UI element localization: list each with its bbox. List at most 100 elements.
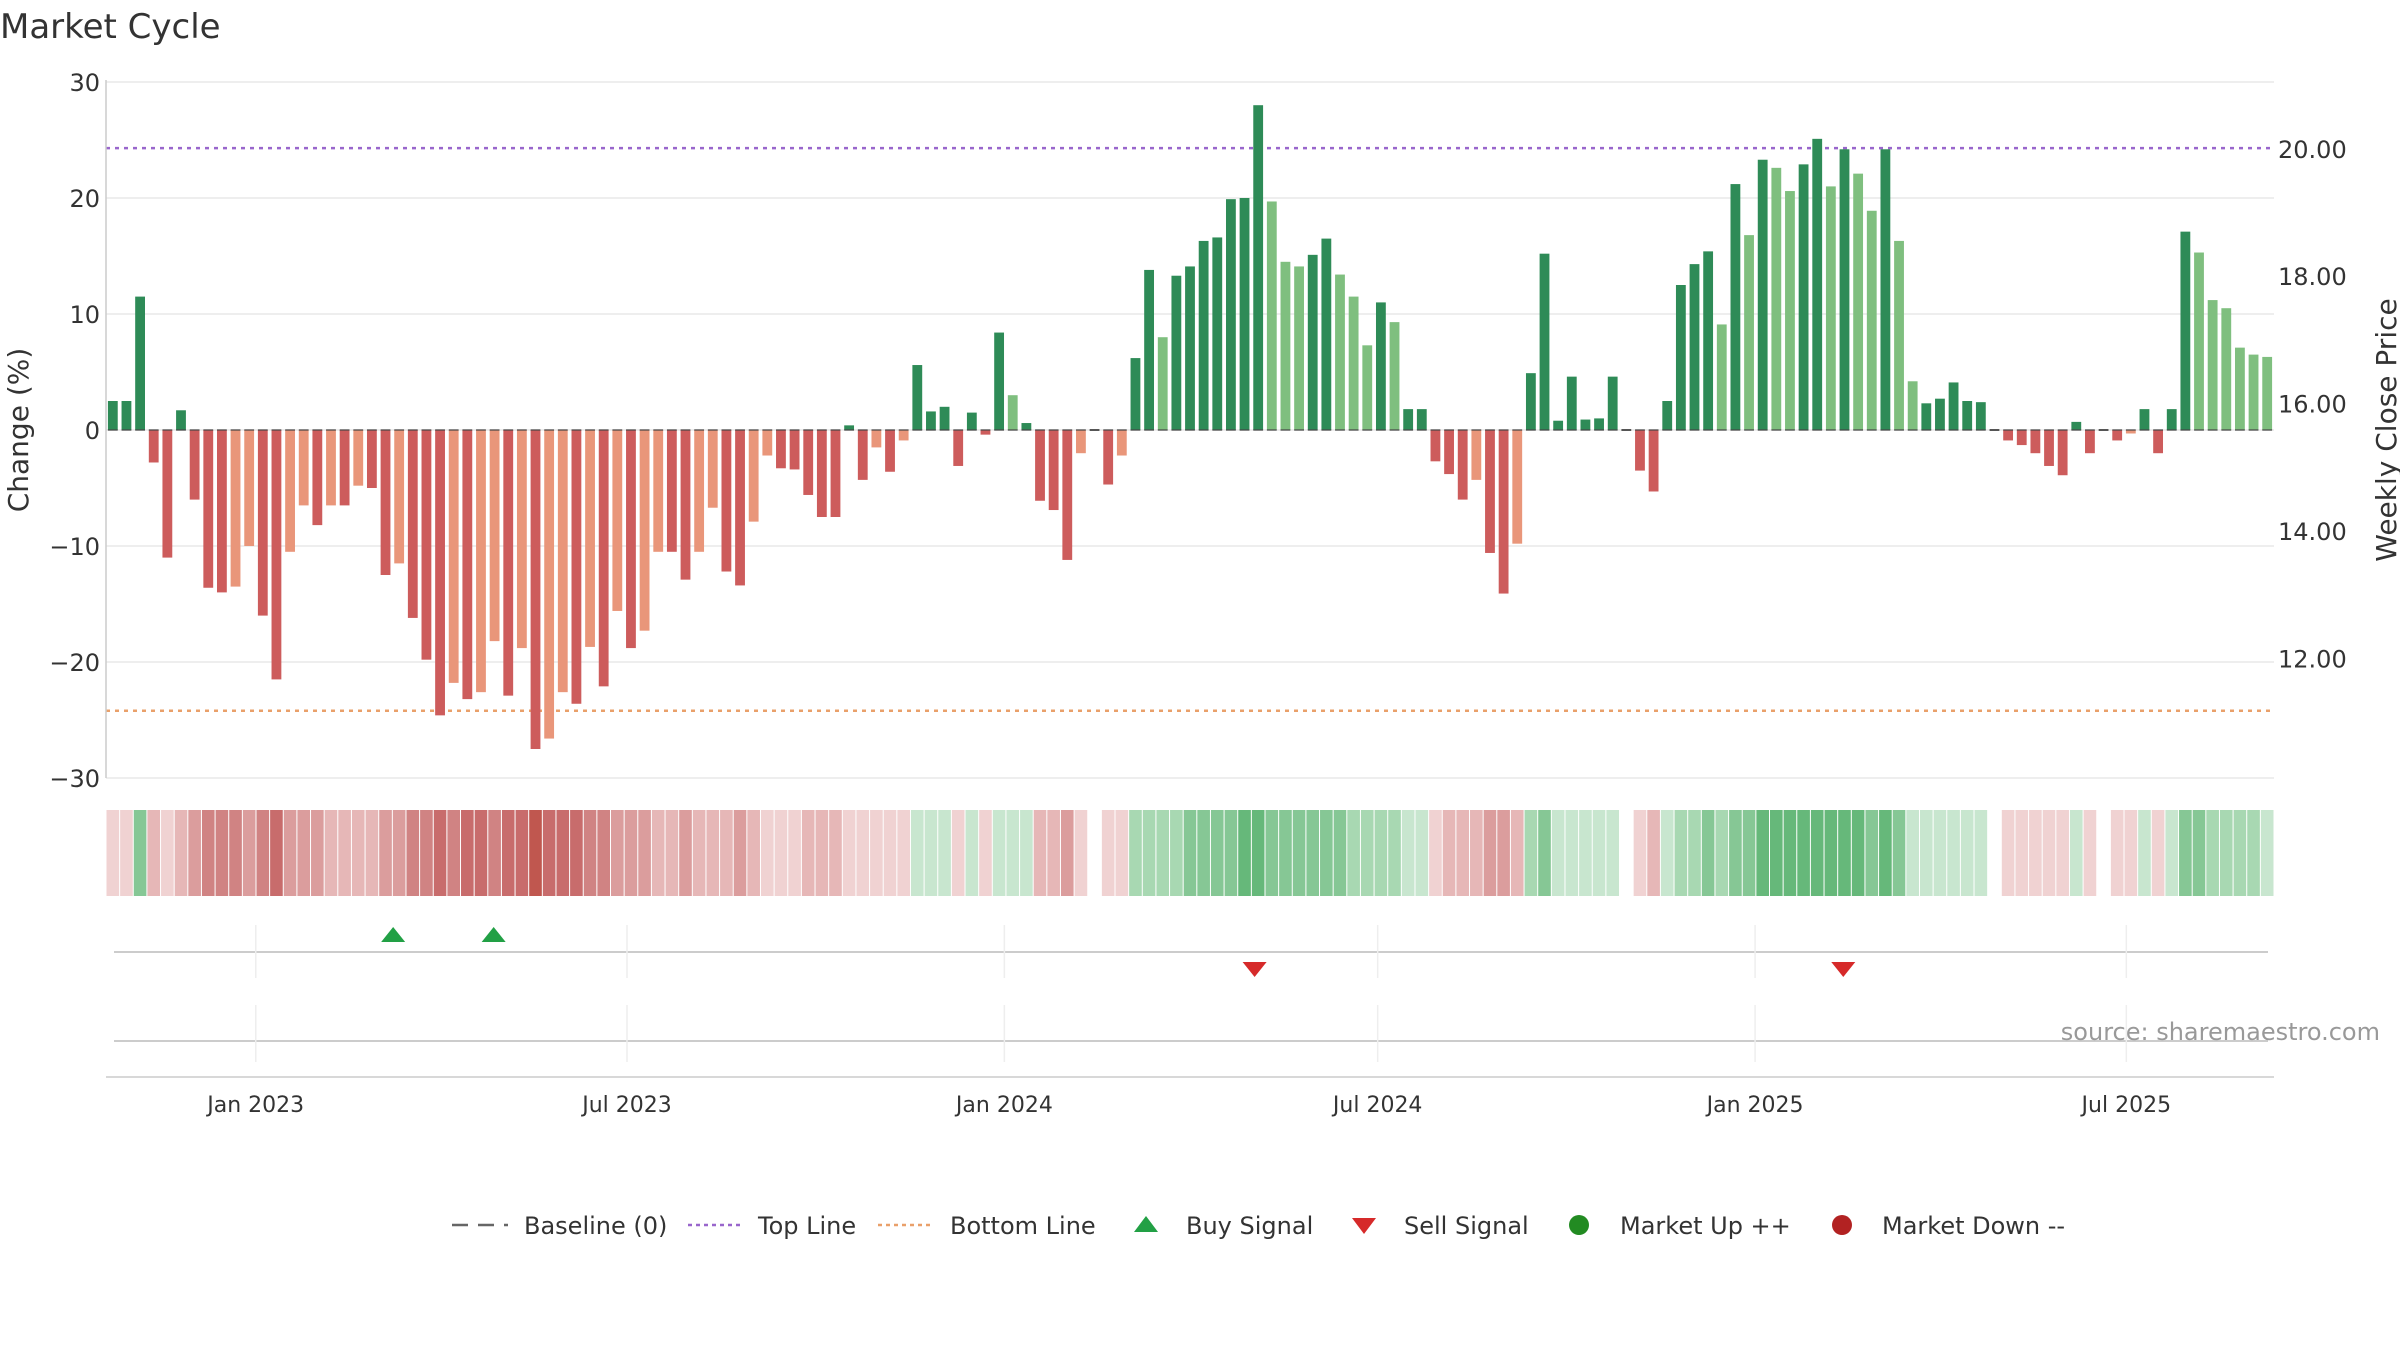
legend-label-top-line: Top Line (757, 1212, 856, 1240)
bar-base (721, 429, 732, 431)
bar-base (189, 429, 200, 431)
bar-base (639, 429, 650, 431)
heat-cell (297, 810, 311, 896)
x-tick-label: Jul 2024 (1331, 1093, 1423, 1118)
bar (2139, 409, 2150, 430)
bar (298, 430, 309, 506)
bar-base (1430, 429, 1441, 431)
bar-base (1512, 429, 1523, 431)
bar-base (707, 429, 718, 431)
bar-base (1171, 429, 1182, 431)
heat-cell (1415, 810, 1429, 896)
bar (2085, 430, 2095, 454)
heat-cell (1729, 810, 1742, 896)
bar (1566, 376, 1577, 430)
heat-cell (1797, 810, 1810, 896)
legend-item-buy-signal: Buy Signal (1134, 1212, 1313, 1240)
bar-base (2030, 429, 2041, 431)
bar (871, 430, 882, 448)
signal-markers (381, 927, 1856, 977)
bar (2235, 347, 2245, 430)
bar-base (2139, 429, 2150, 431)
bar-base (1280, 429, 1291, 431)
heat-cell (679, 810, 692, 896)
bar (1935, 398, 1945, 430)
heat-cell (1551, 810, 1565, 896)
bar-base (1744, 429, 1754, 431)
bar (230, 430, 241, 587)
heat-cell (951, 810, 965, 896)
bar-base (244, 429, 255, 431)
bar-base (148, 429, 159, 431)
x-tick-label: Jul 2023 (580, 1093, 672, 1118)
bar (816, 430, 827, 517)
heat-cell (161, 810, 174, 896)
bar (1894, 240, 1904, 430)
heat-cell (692, 810, 706, 896)
heat-cell (433, 810, 447, 896)
y2-tick-label: 18.00 (2278, 263, 2347, 291)
bar-base (1239, 429, 1250, 431)
bar (530, 430, 541, 749)
heat-cell (256, 810, 270, 896)
y2-tick-label: 16.00 (2278, 391, 2347, 419)
bar-base (2057, 429, 2068, 431)
y2-axis-label: Weekly Close Price (2370, 298, 2400, 561)
bar-base (789, 429, 800, 431)
bar (1907, 381, 1918, 430)
heat-cell (147, 810, 161, 896)
bar (1539, 253, 1550, 430)
heat-cell (979, 810, 992, 896)
heat-cell (992, 810, 1006, 896)
x-tick-label: Jul 2025 (2080, 1093, 2172, 1118)
bar (353, 430, 364, 486)
bar (312, 430, 323, 526)
bar-base (366, 429, 377, 431)
bar-base (1894, 429, 1904, 431)
heat-cell (897, 810, 910, 896)
heat-cell (1960, 810, 1974, 896)
heat-cell (311, 810, 324, 896)
bar-base (735, 429, 745, 431)
bar (1007, 395, 1018, 430)
heat-cell (365, 810, 379, 896)
bar (1403, 409, 1414, 430)
heat-cell (1810, 810, 1824, 896)
bar (1157, 337, 1168, 430)
bar (1785, 191, 1795, 430)
bar-base (2235, 429, 2245, 431)
bar-base (1921, 429, 1932, 431)
bar (2057, 430, 2068, 476)
heat-cell (856, 810, 870, 896)
bar (503, 430, 514, 696)
x-axis-ticks: Jan 2023 Jul 2023 Jan 2024 Jul 2024 Jan 2025… (205, 925, 2171, 1118)
heat-cell (1374, 810, 1388, 896)
heat-cell (1060, 810, 1074, 896)
heat-cell (924, 810, 938, 896)
bar (1375, 302, 1386, 430)
y2-tick-label: 20.00 (2278, 136, 2347, 164)
heat-cell (1879, 810, 1892, 896)
bar (448, 430, 459, 683)
bar (1144, 269, 1155, 430)
bar (326, 430, 336, 506)
heat-cell (2151, 810, 2165, 896)
heat-cell (1033, 810, 1047, 896)
heat-cell (1442, 810, 1456, 896)
bar (1103, 430, 1114, 485)
legend: Baseline (0) Top Line Bottom Line Buy Si… (452, 1212, 2065, 1240)
sell-signal-icon (1352, 1218, 1376, 1234)
heat-cell (1360, 810, 1374, 896)
heat-cell (2056, 810, 2069, 896)
bar (776, 430, 786, 469)
bar-base (1103, 429, 1114, 431)
heat-cell (1579, 810, 1592, 896)
heat-cell (2042, 810, 2056, 896)
heat-cell (2260, 810, 2274, 896)
bar-base (966, 429, 977, 431)
bar (1580, 419, 1591, 430)
bar (189, 430, 200, 500)
heat-cell (1783, 810, 1797, 896)
heat-cell (815, 810, 829, 896)
bar-base (803, 429, 814, 431)
